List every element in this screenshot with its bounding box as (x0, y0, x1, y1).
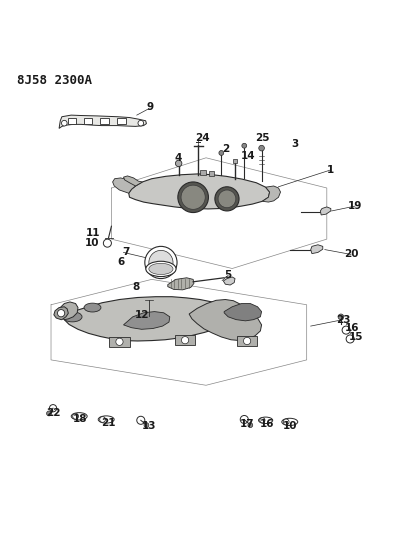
Circle shape (57, 310, 65, 317)
Circle shape (342, 326, 350, 334)
Ellipse shape (146, 261, 176, 277)
Circle shape (242, 143, 247, 148)
Text: 16: 16 (345, 322, 359, 333)
Text: 21: 21 (101, 418, 116, 427)
Circle shape (181, 336, 189, 344)
Circle shape (244, 337, 251, 345)
Text: 2: 2 (222, 144, 229, 154)
Text: 3: 3 (291, 139, 298, 149)
Polygon shape (59, 115, 146, 128)
Polygon shape (224, 303, 261, 321)
Polygon shape (311, 245, 323, 254)
Circle shape (116, 338, 123, 345)
Polygon shape (124, 312, 170, 329)
Polygon shape (189, 300, 261, 341)
Text: 18: 18 (73, 415, 88, 424)
Bar (84, 118, 93, 124)
Circle shape (138, 120, 143, 126)
Circle shape (144, 423, 149, 427)
Circle shape (259, 146, 264, 151)
Ellipse shape (84, 303, 101, 312)
Text: 9: 9 (146, 102, 153, 112)
Polygon shape (60, 302, 78, 320)
Text: 19: 19 (348, 201, 362, 211)
Circle shape (100, 417, 105, 422)
Ellipse shape (259, 417, 273, 424)
Circle shape (149, 251, 173, 274)
Bar (118, 118, 126, 124)
Polygon shape (223, 277, 235, 285)
Circle shape (61, 120, 67, 126)
Circle shape (145, 246, 177, 279)
Text: 25: 25 (255, 133, 269, 143)
Text: 10: 10 (282, 421, 297, 431)
Circle shape (103, 239, 112, 247)
Circle shape (178, 182, 208, 213)
Bar (109, 337, 130, 347)
Circle shape (218, 190, 236, 208)
Circle shape (283, 419, 289, 425)
Polygon shape (129, 174, 269, 209)
Circle shape (137, 416, 145, 424)
Text: 23: 23 (336, 314, 350, 325)
Text: 8J58 2300A: 8J58 2300A (17, 74, 92, 87)
Text: 17: 17 (240, 418, 255, 429)
Circle shape (260, 418, 265, 423)
Polygon shape (64, 297, 234, 341)
Circle shape (46, 411, 51, 416)
Text: 7: 7 (122, 247, 129, 257)
Ellipse shape (282, 418, 298, 425)
Polygon shape (124, 176, 143, 186)
Bar (175, 335, 195, 345)
Text: 16: 16 (260, 418, 274, 429)
Polygon shape (320, 207, 331, 215)
Text: 11: 11 (86, 229, 101, 238)
Ellipse shape (71, 413, 87, 420)
Text: 20: 20 (344, 249, 358, 260)
Circle shape (240, 415, 248, 424)
Bar (237, 336, 257, 346)
Text: 22: 22 (46, 408, 60, 418)
Bar (67, 118, 76, 124)
Text: 8: 8 (132, 282, 139, 293)
Polygon shape (54, 307, 68, 320)
Circle shape (219, 150, 224, 156)
Circle shape (175, 160, 182, 167)
Text: 6: 6 (118, 257, 125, 268)
Text: 5: 5 (225, 270, 232, 280)
Circle shape (215, 187, 239, 211)
Text: 14: 14 (241, 151, 256, 161)
Bar (233, 159, 238, 164)
Text: 4: 4 (175, 153, 182, 163)
Circle shape (73, 414, 78, 419)
Text: 12: 12 (135, 310, 149, 320)
Circle shape (248, 423, 253, 427)
Bar (200, 170, 206, 175)
Ellipse shape (98, 416, 114, 423)
Circle shape (49, 405, 57, 412)
Text: 1: 1 (327, 165, 335, 175)
Circle shape (346, 335, 354, 343)
Text: 15: 15 (349, 332, 363, 342)
Text: 24: 24 (195, 133, 209, 143)
Circle shape (181, 185, 205, 209)
Bar (209, 171, 215, 175)
Polygon shape (168, 278, 194, 290)
Polygon shape (113, 178, 136, 193)
Ellipse shape (149, 263, 173, 274)
Text: 13: 13 (142, 421, 156, 431)
Text: 10: 10 (85, 238, 100, 248)
Ellipse shape (63, 312, 82, 322)
Circle shape (338, 314, 344, 320)
Bar (100, 118, 109, 124)
Polygon shape (262, 186, 280, 202)
